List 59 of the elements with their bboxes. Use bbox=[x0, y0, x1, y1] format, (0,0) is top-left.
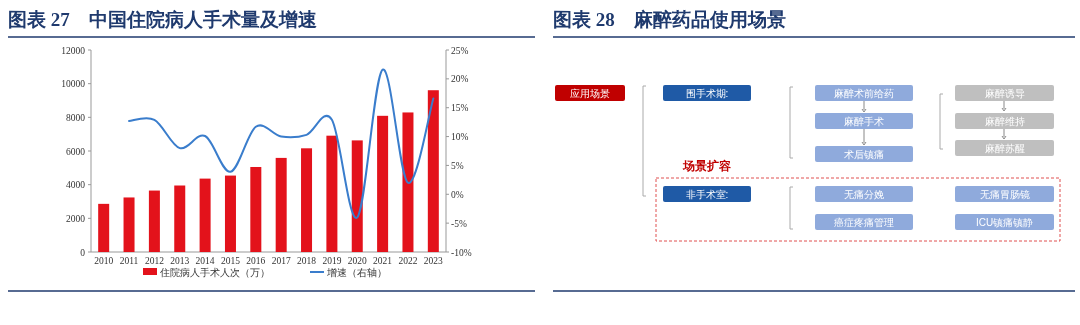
legend-label: 住院病人手术人次（万） bbox=[160, 267, 270, 278]
text: 围手术期: bbox=[685, 88, 729, 99]
x-tick-label: 2022 bbox=[398, 256, 418, 266]
line-series bbox=[128, 68, 435, 219]
y-tick-label: 10000 bbox=[61, 79, 86, 90]
y-tick-label: 4000 bbox=[66, 180, 86, 191]
y2-tick-label: 0% bbox=[451, 189, 464, 200]
chart-title: 图表 27 中国住院病人手术量及增速 bbox=[8, 9, 317, 30]
x-tick-label: 2014 bbox=[195, 256, 215, 266]
bar bbox=[326, 135, 338, 252]
y2-tick-label: 5% bbox=[451, 160, 464, 171]
text: 术后镇痛 bbox=[844, 149, 884, 160]
bar bbox=[148, 190, 160, 252]
text: 非手术室: bbox=[685, 189, 729, 200]
text: 场景扩容 bbox=[682, 159, 731, 173]
x-tick-label: 2010 bbox=[94, 256, 114, 266]
x-tick-label: 2017 bbox=[271, 256, 291, 266]
text: ICU镇痛镇静 bbox=[975, 217, 1034, 228]
y2-tick-label: 25% bbox=[451, 45, 469, 56]
y2-tick-label: -10% bbox=[451, 247, 472, 258]
bar bbox=[377, 115, 389, 252]
y-tick-label: 2000 bbox=[66, 213, 86, 224]
y-tick-label: 8000 bbox=[66, 112, 86, 123]
text: 麻醉手术 bbox=[844, 116, 884, 127]
bar bbox=[98, 203, 110, 252]
y2-tick-label: 15% bbox=[451, 103, 469, 114]
y2-tick-label: 10% bbox=[451, 132, 469, 143]
bar bbox=[224, 175, 236, 252]
text: 无痛分娩 bbox=[844, 189, 884, 200]
bar bbox=[427, 90, 439, 252]
x-tick-label: 2012 bbox=[144, 256, 165, 266]
text: 癌症疼痛管理 bbox=[834, 217, 894, 228]
text: 麻醉术前给药 bbox=[834, 88, 894, 99]
x-tick-label: 2015 bbox=[220, 256, 241, 266]
y2-tick-label: 20% bbox=[451, 74, 469, 85]
bar bbox=[301, 148, 313, 252]
x-tick-label: 2013 bbox=[170, 256, 190, 266]
y2-tick-label: -5% bbox=[451, 218, 467, 229]
text: 无痛胃肠镜 bbox=[979, 189, 1030, 200]
y-tick-label: 6000 bbox=[66, 146, 86, 157]
text: 图表 28 麻醉药品使用场景 bbox=[553, 9, 786, 30]
bar bbox=[199, 178, 211, 252]
bar bbox=[250, 166, 262, 252]
x-tick-label: 2016 bbox=[246, 256, 266, 266]
legend-label: 增速（右轴） bbox=[326, 267, 387, 278]
x-tick-label: 2023 bbox=[423, 256, 444, 266]
x-tick-label: 2018 bbox=[297, 256, 317, 266]
bar bbox=[275, 157, 287, 252]
bar bbox=[402, 112, 414, 252]
bar bbox=[174, 185, 186, 252]
bar bbox=[123, 197, 135, 252]
x-tick-label: 2021 bbox=[373, 256, 393, 266]
x-tick-label: 2020 bbox=[347, 256, 367, 266]
x-tick-label: 2011 bbox=[119, 256, 139, 266]
bar bbox=[351, 140, 363, 252]
x-tick-label: 2019 bbox=[322, 256, 342, 266]
y-tick-label: 12000 bbox=[61, 45, 86, 56]
text: 应用场景 bbox=[570, 88, 610, 99]
y-tick-label: 0 bbox=[80, 247, 86, 258]
